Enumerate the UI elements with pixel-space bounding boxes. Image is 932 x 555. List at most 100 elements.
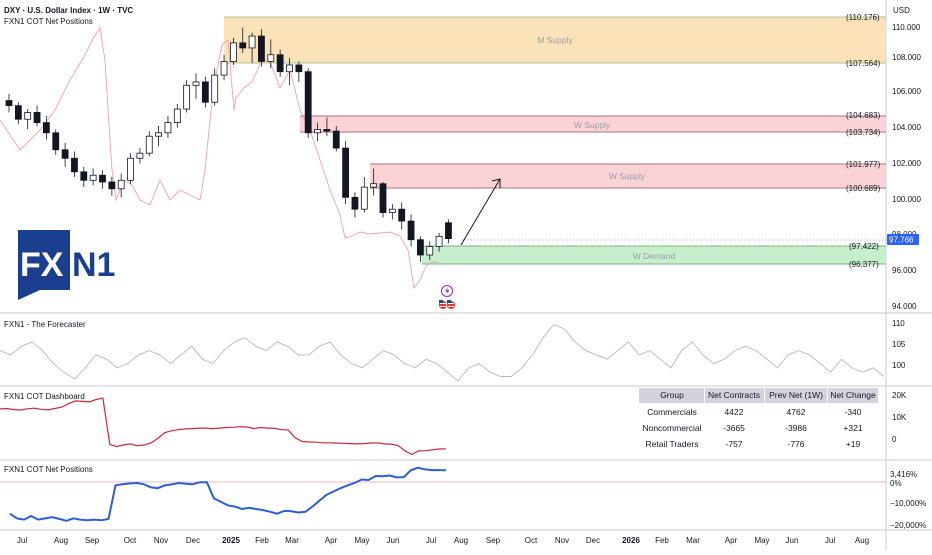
dashboard-y-tick: 20K	[892, 391, 907, 400]
candle[interactable]	[89, 174, 97, 181]
x-tick-label: May	[354, 536, 369, 545]
candle[interactable]	[416, 239, 424, 256]
candle[interactable]	[370, 183, 378, 188]
candle[interactable]	[43, 122, 50, 134]
candle[interactable]	[61, 149, 69, 159]
candle[interactable]	[52, 132, 60, 151]
x-tick-label: Jul	[825, 536, 835, 545]
candle[interactable]	[71, 157, 78, 173]
candle[interactable]	[332, 130, 340, 149]
cot-y-tick: 0%	[890, 479, 902, 488]
arrow-shaft[interactable]	[460, 178, 501, 246]
w-demand-zone[interactable]	[422, 246, 886, 264]
candle[interactable]	[173, 108, 181, 124]
forecaster-line[interactable]	[0, 324, 885, 382]
zone-label-m-supply: M Supply	[537, 35, 573, 45]
candle[interactable]	[314, 129, 321, 134]
candle[interactable]	[276, 54, 284, 73]
current-price-value: 97.766	[889, 236, 914, 245]
candle[interactable]	[229, 42, 237, 62]
candle[interactable]	[388, 208, 396, 213]
cot-y-tick: 3,416%	[890, 470, 917, 479]
candle[interactable]	[360, 186, 368, 210]
cot-table-cell-group: Noncommercial	[642, 423, 701, 433]
cot-table-cell-net: -757	[725, 439, 742, 449]
current-price-tag[interactable]	[887, 234, 919, 245]
candle[interactable]	[286, 64, 293, 73]
candle[interactable]	[155, 132, 163, 137]
candle[interactable]	[304, 71, 312, 134]
cot-table-header: Prev Net (1W)	[769, 390, 823, 400]
cot-table-cell-net: -3665	[723, 423, 745, 433]
candle[interactable]	[183, 84, 191, 110]
candle[interactable]	[379, 183, 387, 213]
dashboard-title: FXN1 COT Dashboard	[4, 392, 85, 401]
candle[interactable]	[33, 112, 41, 124]
candle[interactable]	[145, 135, 153, 154]
trend-arrow[interactable]	[460, 178, 501, 246]
candle[interactable]	[267, 54, 275, 62]
w-supply-zone-lower[interactable]	[370, 164, 886, 188]
m-supply-zone[interactable]	[224, 17, 886, 63]
candle[interactable]	[5, 100, 13, 107]
x-tick-label: May	[754, 536, 769, 545]
commercials-line[interactable]	[0, 397, 447, 456]
lightning-glyph	[445, 287, 450, 295]
cot-table-cell-prev: 4762	[787, 407, 806, 417]
chart-subtitle: FXN1 COT Net Positions	[4, 17, 93, 26]
supply-demand-zones[interactable]: M Supply W Supply W Supply W Demand	[224, 16, 886, 265]
w-supply-zone-upper[interactable]	[300, 116, 886, 132]
candle[interactable]	[108, 181, 116, 190]
x-tick-label: Feb	[655, 536, 669, 545]
x-tick-label: Nov	[555, 536, 569, 545]
candle[interactable]	[80, 171, 88, 181]
us-flag-canton	[447, 300, 451, 303]
x-tick-label: Dec	[586, 536, 600, 545]
candle[interactable]	[258, 35, 265, 62]
candle[interactable]	[398, 208, 406, 222]
arrow-head[interactable]	[491, 178, 501, 188]
candle[interactable]	[164, 122, 172, 134]
time-axis[interactable]: Jul Aug Sep Oct Nov Dec 2025 Feb Mar Apr May Jun Jul…	[17, 536, 869, 545]
cot-table: Group Net Contracts Prev Net (1W) Net Ch…	[638, 387, 879, 454]
cot-net-line[interactable]	[9, 466, 447, 522]
cot-table-cell-prev: -3986	[785, 423, 807, 433]
y-tick-label: 100.000	[892, 195, 921, 204]
candle[interactable]	[99, 174, 106, 183]
candle[interactable]	[136, 152, 144, 159]
candle[interactable]	[211, 74, 219, 103]
x-tick-label: Aug	[54, 536, 68, 545]
candle[interactable]	[201, 81, 209, 103]
cot-table-cell-change: +321	[843, 423, 862, 433]
candle[interactable]	[445, 222, 452, 239]
candle[interactable]	[435, 235, 443, 247]
candle[interactable]	[426, 246, 434, 256]
candle[interactable]	[248, 35, 256, 49]
price-candles[interactable]	[5, 27, 452, 262]
cot-net-title: FXN1 COT Net Positions	[4, 465, 93, 474]
y-tick-label: 94.000	[892, 302, 917, 311]
candle[interactable]	[295, 64, 303, 73]
candle[interactable]	[220, 61, 228, 76]
candle[interactable]	[127, 157, 134, 181]
candle[interactable]	[192, 81, 200, 86]
cot-overlay-line[interactable]	[0, 26, 438, 290]
events-markers[interactable]	[438, 285, 456, 310]
cot-table-cell-group: Commercials	[647, 407, 697, 417]
candle[interactable]	[323, 129, 331, 132]
candle[interactable]	[117, 179, 125, 190]
logo-fx: FX	[20, 246, 64, 284]
forecaster-y-tick: 105	[892, 340, 906, 349]
cot-table-header: Net Change	[830, 390, 876, 400]
candle[interactable]	[342, 147, 350, 198]
candle[interactable]	[351, 196, 359, 210]
candle[interactable]	[14, 105, 22, 120]
cot-table-header-cell	[639, 388, 704, 403]
candle[interactable]	[239, 42, 247, 49]
candle[interactable]	[24, 112, 32, 120]
level-label: (104.683)	[846, 111, 881, 120]
candle[interactable]	[407, 220, 415, 241]
cot-table-header: Net Contracts	[708, 390, 760, 400]
